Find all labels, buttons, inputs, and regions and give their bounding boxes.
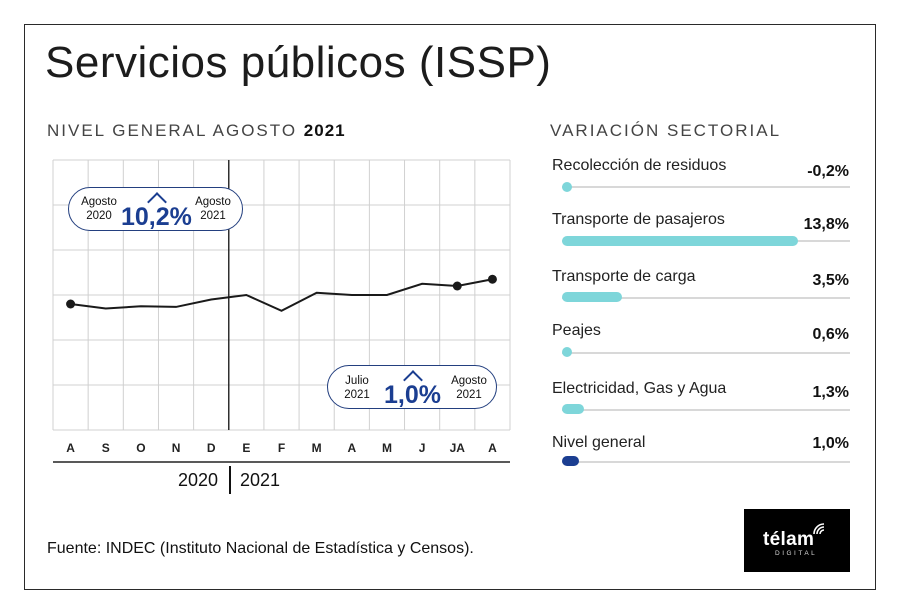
callout-annual xyxy=(68,187,243,231)
callout-annual-from-year: 2020 xyxy=(86,210,112,222)
callout-annual-to-month: Agosto xyxy=(195,196,231,208)
line-subtitle-year: 2021 xyxy=(303,121,346,140)
sector-label: Electricidad, Gas y Agua xyxy=(552,380,727,397)
x-tick-label: M xyxy=(382,441,392,455)
callout-annual-from: Agosto 2020 xyxy=(78,195,120,223)
callout-monthly-to-year: 2021 xyxy=(456,389,482,401)
line-subtitle-text: NIVEL GENERAL AGOSTO xyxy=(47,121,304,140)
sector-label: Peajes xyxy=(552,322,601,339)
callout-monthly-value: 1,0% xyxy=(384,381,441,409)
sector-label: Transporte de carga xyxy=(552,268,696,285)
signal-waves-icon xyxy=(813,523,825,535)
callout-annual-to-year: 2021 xyxy=(200,210,226,222)
telam-logo: télam DIGITAL xyxy=(744,509,850,572)
x-tick-label: S xyxy=(102,441,110,455)
x-tick-label: A xyxy=(488,441,497,455)
sector-value: -0,2% xyxy=(807,163,849,180)
year-label-2020: 2020 xyxy=(178,470,219,490)
callout-monthly xyxy=(327,365,497,409)
x-tick-label: D xyxy=(207,441,216,455)
logo-subtitle: DIGITAL xyxy=(775,550,818,557)
logo-wordmark: télam xyxy=(763,529,815,550)
data-point-marker xyxy=(452,281,462,291)
sector-value: 1,0% xyxy=(812,435,849,452)
data-point-marker xyxy=(66,299,76,309)
sector-bar xyxy=(562,347,573,357)
sector-value: 0,6% xyxy=(812,326,849,343)
sector-track xyxy=(562,461,850,463)
series-line xyxy=(70,278,493,312)
callout-annual-value: 10,2% xyxy=(121,203,192,231)
sector-bar xyxy=(562,182,572,192)
x-tick-label: A xyxy=(66,441,75,455)
source-note: Fuente: INDEC (Instituto Nacional de Est… xyxy=(47,540,474,557)
x-tick-label: JA xyxy=(450,441,466,455)
data-point-marker xyxy=(487,274,497,284)
x-tick-label: O xyxy=(136,441,145,455)
callout-annual-from-month: Agosto xyxy=(81,196,117,208)
sector-bar-highlight xyxy=(562,456,580,466)
callout-monthly-from-month: Julio xyxy=(345,375,369,387)
callout-monthly-to: Agosto 2021 xyxy=(448,374,490,402)
x-tick-label: M xyxy=(312,441,322,455)
callout-monthly-from: Julio 2021 xyxy=(339,374,375,402)
sector-label: Recolección de residuos xyxy=(552,157,727,174)
line-chart-subtitle: NIVEL GENERAL AGOSTO 2021 xyxy=(47,121,346,141)
page-title: Servicios públicos (ISSP) xyxy=(45,38,552,87)
sector-label: Transporte de pasajeros xyxy=(552,211,725,228)
x-tick-label: J xyxy=(419,441,426,455)
sector-chart-subtitle: VARIACIÓN SECTORIAL xyxy=(550,121,782,140)
x-tick-label: F xyxy=(278,441,285,455)
year-divider xyxy=(229,466,231,494)
x-tick-label: N xyxy=(172,441,181,455)
sector-label: Nivel general xyxy=(552,434,646,451)
x-tick-label: E xyxy=(242,441,250,455)
sector-value: 3,5% xyxy=(812,272,849,289)
sector-bar xyxy=(562,236,798,246)
sector-bar xyxy=(562,404,585,414)
sector-track xyxy=(562,352,850,354)
sector-bar xyxy=(562,292,622,302)
sector-value: 1,3% xyxy=(812,384,849,401)
sector-value: 13,8% xyxy=(803,216,849,233)
sector-track xyxy=(562,297,850,299)
callout-annual-to: Agosto 2021 xyxy=(192,195,234,223)
infographic-frame xyxy=(24,24,876,590)
x-tick-label: A xyxy=(347,441,356,455)
callout-monthly-from-year: 2021 xyxy=(344,389,370,401)
callout-monthly-to-month: Agosto xyxy=(451,375,487,387)
sector-track xyxy=(562,186,850,188)
year-label-2021: 2021 xyxy=(240,470,281,490)
sector-track xyxy=(562,409,850,411)
